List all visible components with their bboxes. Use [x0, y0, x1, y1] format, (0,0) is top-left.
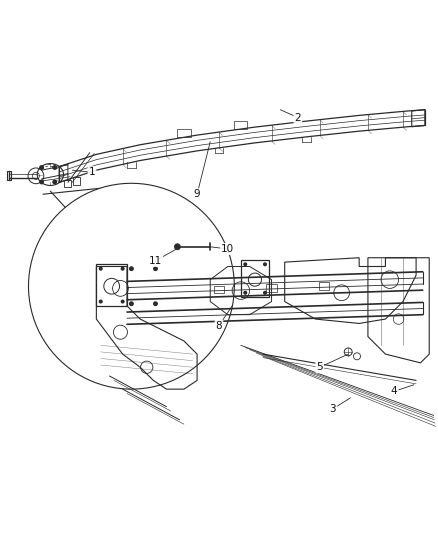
- Text: 10: 10: [221, 244, 234, 254]
- Circle shape: [154, 267, 157, 270]
- Text: 9: 9: [194, 189, 201, 199]
- Text: 4: 4: [391, 386, 398, 397]
- Text: 1: 1: [88, 167, 95, 177]
- Circle shape: [40, 166, 43, 169]
- Circle shape: [99, 268, 102, 270]
- Circle shape: [264, 292, 266, 294]
- Text: 11: 11: [149, 256, 162, 266]
- Circle shape: [154, 302, 157, 305]
- Circle shape: [130, 267, 133, 270]
- Circle shape: [121, 268, 124, 270]
- Circle shape: [130, 302, 133, 305]
- Circle shape: [174, 244, 180, 250]
- Text: 2: 2: [294, 112, 301, 123]
- Circle shape: [244, 263, 247, 265]
- Circle shape: [53, 166, 57, 169]
- Text: 3: 3: [329, 404, 336, 414]
- Circle shape: [40, 180, 43, 184]
- Circle shape: [121, 300, 124, 303]
- Circle shape: [99, 300, 102, 303]
- Circle shape: [53, 180, 57, 184]
- Circle shape: [264, 263, 266, 265]
- Circle shape: [244, 292, 247, 294]
- Text: 5: 5: [316, 362, 323, 372]
- Text: 8: 8: [215, 321, 223, 330]
